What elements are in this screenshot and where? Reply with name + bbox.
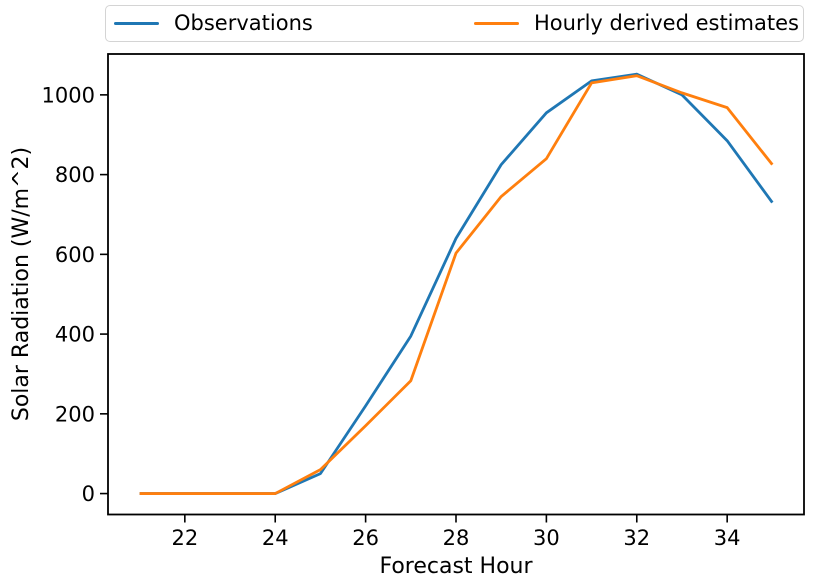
x-tick-label: 34	[714, 526, 741, 550]
x-tick-label: 26	[352, 526, 379, 550]
x-tick-label: 22	[171, 526, 198, 550]
y-tick-label: 800	[55, 163, 95, 187]
legend-label: Observations	[174, 11, 313, 35]
y-axis-label: Solar Radiation (W/m^2)	[9, 146, 34, 422]
legend-entry-observations: Observations	[114, 6, 313, 41]
x-tick-label: 32	[623, 526, 650, 550]
y-tick-label: 200	[55, 402, 95, 426]
x-tick-label: 24	[262, 526, 289, 550]
y-tick-label: 600	[55, 243, 95, 267]
legend-label: Hourly derived estimates	[534, 11, 799, 35]
y-tick-label: 1000	[42, 83, 95, 107]
x-tick-label: 30	[533, 526, 560, 550]
y-tick-label: 0	[82, 482, 95, 506]
legend-entry-hourly-derived-estimates: Hourly derived estimates	[474, 6, 799, 41]
series-line-observations	[139, 72, 774, 495]
series-line-hourly-derived-estimates	[139, 74, 774, 495]
legend-line-swatch	[474, 22, 519, 25]
legend: Observations Hourly derived estimates	[105, 5, 804, 42]
x-tick-label: 28	[443, 526, 470, 550]
x-axis-label: Forecast Hour	[379, 554, 533, 579]
y-tick-label: 400	[55, 323, 95, 347]
legend-line-swatch	[114, 22, 159, 25]
plot-frame	[107, 53, 805, 516]
